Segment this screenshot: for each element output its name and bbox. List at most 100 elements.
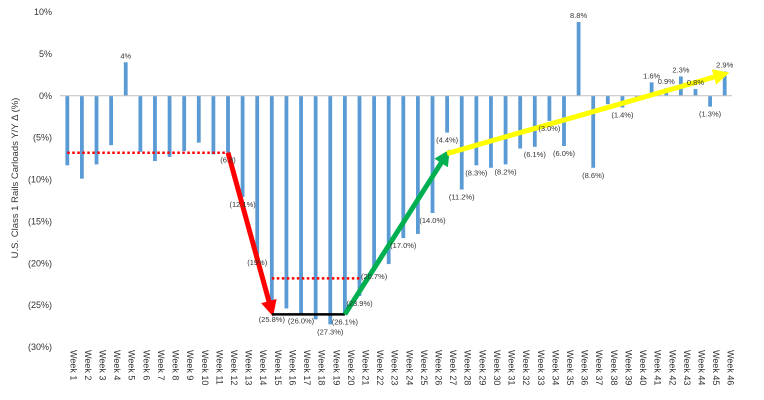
x-tick-label: Week 36 bbox=[580, 350, 590, 385]
bar bbox=[65, 95, 70, 166]
bar bbox=[80, 95, 84, 179]
trend-arrow bbox=[342, 149, 450, 316]
bar bbox=[445, 95, 450, 133]
data-label: (1.3%) bbox=[699, 110, 722, 119]
data-label: (20.7%) bbox=[361, 272, 388, 281]
bar bbox=[328, 95, 333, 325]
data-label: (26.1%) bbox=[332, 317, 359, 326]
data-label: (3.0%) bbox=[538, 124, 561, 133]
x-tick-label: Week 12 bbox=[229, 350, 239, 385]
bar bbox=[226, 95, 230, 153]
x-tick-label: Week 1 bbox=[68, 350, 78, 380]
bar bbox=[342, 95, 347, 315]
x-tick-label: Week 15 bbox=[273, 350, 283, 385]
bar bbox=[313, 95, 318, 320]
bar bbox=[518, 95, 523, 149]
x-tick-label: Week 34 bbox=[550, 350, 560, 385]
data-label: (12.1%) bbox=[229, 200, 256, 209]
bar bbox=[269, 95, 274, 312]
data-label: (8.3%) bbox=[465, 168, 488, 177]
x-tick-label: Week 3 bbox=[98, 350, 108, 380]
bar bbox=[474, 95, 479, 166]
bar bbox=[357, 95, 362, 296]
x-tick-label: Week 8 bbox=[171, 350, 181, 380]
y-axis-label: U.S. Class 1 Rails Carloads Y/Y Δ (%) bbox=[10, 98, 21, 259]
bar bbox=[547, 95, 552, 121]
x-tick-label: Week 40 bbox=[638, 350, 648, 385]
bar bbox=[196, 95, 201, 143]
y-tick-label: (5%) bbox=[33, 133, 52, 143]
bar bbox=[372, 95, 376, 270]
bar bbox=[532, 95, 537, 147]
x-tick-label: Week 18 bbox=[317, 350, 327, 385]
bar bbox=[459, 95, 464, 190]
bar bbox=[430, 95, 435, 213]
y-tick-label: (20%) bbox=[28, 258, 52, 268]
x-tick-label: Week 5 bbox=[127, 350, 137, 380]
annotations bbox=[67, 69, 730, 317]
x-tick-label: Week 39 bbox=[623, 350, 633, 385]
trend-arrow bbox=[225, 152, 277, 317]
bar bbox=[182, 95, 187, 152]
bar bbox=[386, 95, 391, 265]
y-tick-label: 5% bbox=[39, 49, 52, 59]
bar bbox=[109, 95, 114, 146]
bar bbox=[138, 95, 143, 152]
bar bbox=[240, 95, 245, 198]
data-label: (23.9%) bbox=[346, 299, 373, 308]
data-label: (1.4%) bbox=[611, 110, 634, 119]
x-tick-label: Week 29 bbox=[477, 350, 487, 385]
data-label: (6.0%) bbox=[553, 149, 576, 158]
x-tick-label: Week 38 bbox=[609, 350, 619, 385]
x-tick-label: Week 25 bbox=[419, 350, 429, 385]
bar bbox=[591, 95, 596, 168]
x-tick-label: Week 14 bbox=[258, 350, 268, 385]
bar bbox=[503, 95, 508, 165]
bar bbox=[693, 89, 698, 96]
x-tick-label: Week 30 bbox=[492, 350, 502, 385]
data-label: (4.4%) bbox=[436, 136, 459, 145]
x-tick-label: Week 4 bbox=[112, 350, 122, 380]
x-tick-label: Week 46 bbox=[726, 350, 736, 385]
x-tick-label: Week 11 bbox=[214, 350, 224, 385]
x-tick-label: Week 9 bbox=[185, 350, 195, 380]
x-tick-label: Week 21 bbox=[360, 350, 370, 385]
data-label: 2.9% bbox=[716, 60, 733, 69]
data-labels: 4% (6.8) (12.1%) (19%) (25.8%) (26.0%)(27.3%)… bbox=[120, 11, 733, 336]
bar bbox=[708, 95, 712, 107]
bar bbox=[284, 95, 289, 309]
x-tick-label: Week 20 bbox=[346, 350, 356, 385]
y-tick-label: (10%) bbox=[28, 175, 52, 185]
data-label: (6.8) bbox=[220, 156, 236, 165]
data-label: 0.8% bbox=[687, 78, 704, 87]
x-tick-label: Week 45 bbox=[711, 350, 721, 385]
data-label: (25.8%) bbox=[259, 315, 286, 324]
x-tick-label: Week 24 bbox=[404, 350, 414, 385]
x-tick-label: Week 16 bbox=[287, 350, 297, 385]
data-label: (8.6%) bbox=[582, 171, 605, 180]
bar bbox=[649, 82, 654, 96]
bar bbox=[167, 95, 172, 157]
y-axis-ticks: 10% 5% 0% (5%) (10%) (15%) (20%) (25%) (30%) bbox=[28, 7, 52, 352]
bar bbox=[489, 95, 493, 168]
data-label: (6.1%) bbox=[524, 150, 547, 159]
x-tick-label: Week 27 bbox=[448, 350, 458, 385]
y-tick-label: 10% bbox=[34, 7, 52, 17]
x-tick-label: Week 23 bbox=[390, 350, 400, 385]
x-tick-label: Week 37 bbox=[594, 350, 604, 385]
y-tick-label: (15%) bbox=[28, 216, 52, 226]
data-label: 4% bbox=[120, 51, 131, 60]
y-tick-label: (25%) bbox=[28, 300, 52, 310]
data-label: (8.2%) bbox=[495, 167, 518, 176]
x-tick-label: Week 13 bbox=[244, 350, 254, 385]
bars bbox=[65, 22, 727, 325]
bar bbox=[123, 62, 128, 96]
x-tick-label: Week 44 bbox=[696, 350, 706, 385]
data-label: (11.2%) bbox=[449, 193, 475, 202]
x-tick-label: Week 22 bbox=[375, 350, 385, 385]
x-tick-label: Week 17 bbox=[302, 350, 312, 385]
data-label: 0.9% bbox=[658, 77, 675, 86]
x-tick-label: Week 7 bbox=[156, 350, 166, 380]
x-tick-label: Week 19 bbox=[331, 350, 341, 385]
bar bbox=[401, 95, 406, 239]
